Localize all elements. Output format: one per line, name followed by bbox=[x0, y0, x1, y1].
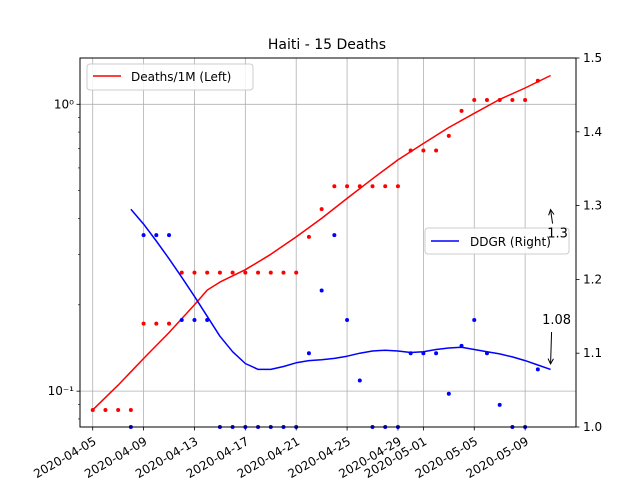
deaths-point bbox=[395, 184, 400, 189]
annotation-arrow-line bbox=[550, 331, 553, 364]
deaths-point bbox=[446, 133, 451, 138]
ddgr-point bbox=[535, 367, 540, 372]
annotation-arrow-head bbox=[547, 358, 554, 366]
deaths-point bbox=[294, 270, 299, 275]
ddgr-point bbox=[141, 233, 146, 238]
deaths-point bbox=[268, 270, 273, 275]
annotation-label: 1.08 bbox=[542, 313, 571, 328]
deaths-point bbox=[332, 184, 337, 189]
deaths-point bbox=[306, 234, 311, 239]
ddgr-point bbox=[434, 351, 439, 356]
legend-left-label: Deaths/1M (Left) bbox=[131, 70, 231, 84]
deaths-point bbox=[421, 148, 426, 153]
deaths-point bbox=[167, 321, 172, 326]
y-right-tick-label: 1.5 bbox=[583, 51, 602, 65]
deaths-point bbox=[523, 98, 528, 103]
deaths-point bbox=[116, 407, 121, 412]
annotations: 1.3 1.08 bbox=[542, 208, 571, 366]
deaths-point bbox=[472, 98, 477, 103]
ddgr-point bbox=[459, 343, 464, 348]
ddgr-point bbox=[205, 317, 210, 322]
deaths-point bbox=[459, 108, 464, 113]
annotation-label: 1.3 bbox=[547, 227, 568, 242]
y-left-tick-label: 10⁻¹ bbox=[48, 384, 75, 398]
deaths-point bbox=[434, 148, 439, 153]
legend-right-box bbox=[424, 227, 570, 255]
y-right-tick-label: 1.1 bbox=[583, 346, 602, 360]
legends: Deaths/1M (Left) DDGR (Right) bbox=[86, 63, 570, 255]
annotation-arrow-line bbox=[550, 209, 554, 224]
deaths-point bbox=[345, 184, 350, 189]
series-layer bbox=[90, 74, 551, 429]
ddgr-line bbox=[130, 208, 551, 371]
deaths-point bbox=[535, 78, 540, 83]
deaths-point bbox=[281, 270, 286, 275]
deaths-point bbox=[243, 270, 248, 275]
ddgr-point bbox=[167, 233, 172, 238]
annotation-arrow-head bbox=[548, 208, 555, 216]
deaths-point bbox=[408, 148, 413, 153]
ddgr-point bbox=[497, 402, 502, 407]
chart-title: Haiti - 15 Deaths bbox=[268, 37, 386, 53]
deaths-point bbox=[319, 207, 324, 212]
deaths-point bbox=[103, 407, 108, 412]
deaths-point bbox=[128, 407, 133, 412]
deaths-point bbox=[205, 270, 210, 275]
legend-left-box bbox=[86, 63, 254, 91]
deaths-point bbox=[90, 407, 95, 412]
deaths-point bbox=[179, 270, 184, 275]
legend-right-label: DDGR (Right) bbox=[470, 235, 551, 249]
plot-frame bbox=[79, 57, 577, 428]
y-right-tick-label: 1.0 bbox=[583, 420, 602, 434]
ddgr-point bbox=[472, 317, 477, 322]
deaths-point bbox=[510, 98, 515, 103]
deaths-point bbox=[141, 321, 146, 326]
ddgr-point bbox=[345, 317, 350, 322]
ddgr-point bbox=[306, 351, 311, 356]
deaths-point bbox=[484, 98, 489, 103]
deaths-point bbox=[357, 184, 362, 189]
ddgr-point bbox=[319, 288, 324, 293]
ddgr-point bbox=[179, 317, 184, 322]
deaths-point bbox=[383, 184, 388, 189]
deaths-line bbox=[92, 74, 551, 411]
deaths-point bbox=[256, 270, 261, 275]
ddgr-point bbox=[357, 378, 362, 383]
y-left-tick-label: 10⁰ bbox=[54, 97, 74, 111]
ddgr-point bbox=[446, 391, 451, 396]
deaths-point bbox=[154, 321, 159, 326]
ddgr-point bbox=[332, 233, 337, 238]
ddgr-point bbox=[408, 351, 413, 356]
y-right-tick-label: 1.2 bbox=[583, 272, 602, 286]
deaths-point bbox=[370, 184, 375, 189]
y-right-tick-label: 1.3 bbox=[583, 199, 602, 213]
deaths-point bbox=[217, 270, 222, 275]
ddgr-point bbox=[192, 317, 197, 322]
deaths-point bbox=[230, 270, 235, 275]
deaths-point bbox=[192, 270, 197, 275]
ddgr-point bbox=[421, 351, 426, 356]
deaths-point bbox=[497, 98, 502, 103]
y-right-tick-label: 1.4 bbox=[583, 125, 602, 139]
ddgr-point bbox=[484, 351, 489, 356]
ddgr-point bbox=[154, 233, 159, 238]
